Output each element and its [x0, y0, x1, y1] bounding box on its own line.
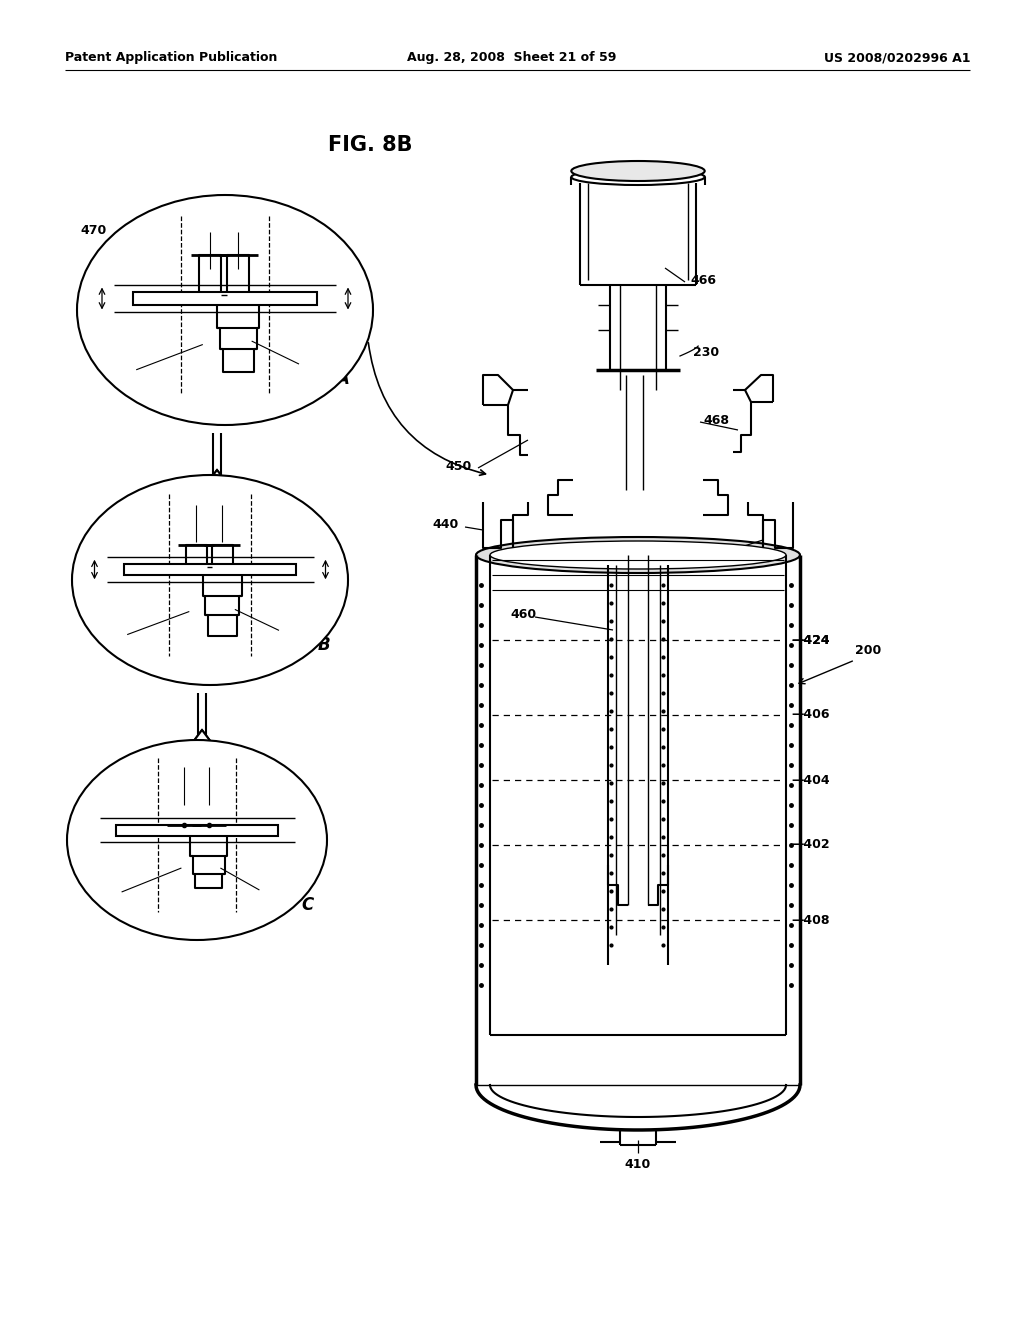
Text: —402: —402	[791, 838, 829, 851]
Text: 464: 464	[214, 491, 241, 504]
Bar	[125, 564, 296, 576]
Ellipse shape	[571, 169, 705, 185]
Text: 230: 230	[693, 346, 719, 359]
Ellipse shape	[476, 537, 800, 573]
Ellipse shape	[77, 195, 373, 425]
Bar	[117, 825, 278, 836]
Text: 462: 462	[182, 218, 208, 230]
Text: —404: —404	[791, 774, 829, 787]
Text: 472: 472	[110, 367, 136, 380]
Text: US 2008/0202996 A1: US 2008/0202996 A1	[823, 51, 970, 65]
Text: 474: 474	[236, 888, 262, 902]
Text: B: B	[317, 636, 331, 655]
Text: —408: —408	[791, 913, 829, 927]
Text: FIG. 8B: FIG. 8B	[328, 135, 413, 154]
Text: A: A	[336, 370, 349, 388]
Text: 474: 474	[258, 628, 285, 642]
Text: 200: 200	[855, 644, 882, 656]
Text: L1: L1	[325, 272, 339, 281]
Text: 470: 470	[80, 223, 106, 236]
Polygon shape	[208, 470, 226, 482]
Text: 464: 464	[201, 754, 226, 767]
Text: —424: —424	[791, 634, 829, 647]
Text: Aug. 28, 2008  Sheet 21 of 59: Aug. 28, 2008 Sheet 21 of 59	[408, 51, 616, 65]
Text: 466: 466	[690, 273, 716, 286]
Text: H2: H2	[108, 544, 125, 554]
Text: 462: 462	[168, 491, 195, 504]
Polygon shape	[193, 730, 211, 742]
Ellipse shape	[571, 161, 705, 181]
Text: 440: 440	[432, 519, 459, 532]
Text: 410: 410	[625, 1159, 651, 1172]
Text: 438: 438	[703, 550, 729, 564]
Text: 450: 450	[445, 461, 471, 474]
Text: 472: 472	[102, 635, 129, 647]
Text: —406: —406	[791, 709, 829, 722]
Text: C: C	[301, 896, 313, 913]
Text: 464: 464	[230, 218, 256, 230]
Text: 460: 460	[510, 609, 537, 622]
Ellipse shape	[67, 741, 327, 940]
Text: H1: H1	[119, 272, 135, 281]
Bar	[133, 292, 316, 305]
Text: 468: 468	[703, 413, 729, 426]
Text: L2: L2	[302, 544, 317, 554]
Text: 474: 474	[276, 360, 303, 374]
Ellipse shape	[72, 475, 348, 685]
Ellipse shape	[490, 541, 786, 569]
Text: 462: 462	[156, 754, 182, 767]
Text: —424: —424	[791, 634, 829, 647]
Text: Patent Application Publication: Patent Application Publication	[65, 51, 278, 65]
Text: 472: 472	[93, 894, 119, 907]
